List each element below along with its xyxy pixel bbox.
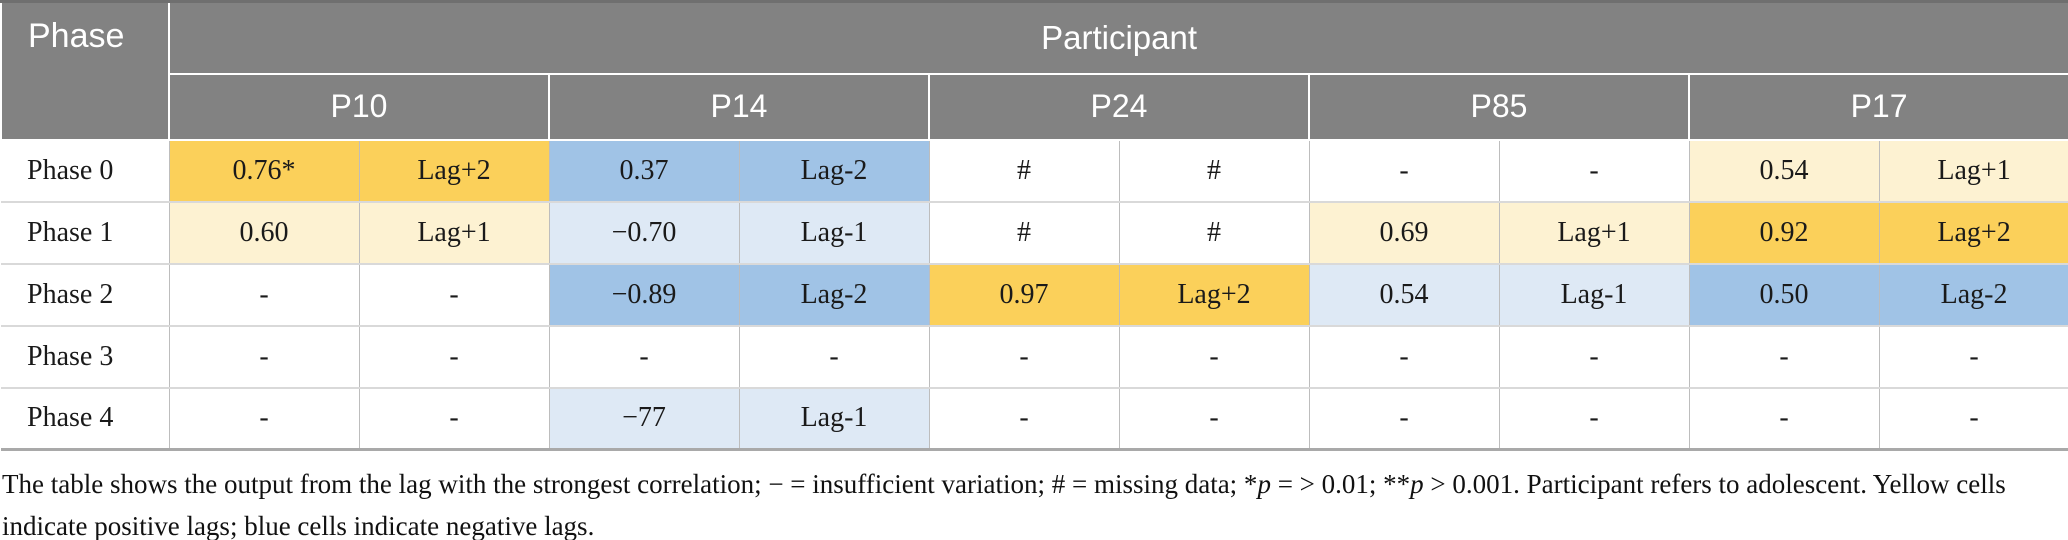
correlation-cell: - xyxy=(168,262,360,327)
correlation-cell: 0.69 xyxy=(1308,200,1500,265)
correlation-cell: −0.89 xyxy=(548,262,740,327)
lag-cell: - xyxy=(1118,324,1310,389)
correlation-cell: - xyxy=(1308,138,1500,203)
row-label: Phase 2 xyxy=(1,262,170,327)
lag-cell: Lag+2 xyxy=(358,138,550,203)
lag-cell: - xyxy=(1498,138,1690,203)
lag-cell: - xyxy=(358,386,550,451)
correlation-cell: - xyxy=(928,324,1120,389)
lag-cell: Lag+1 xyxy=(1498,200,1690,265)
lag-cell: - xyxy=(1498,324,1690,389)
table-row: Phase 1 0.60 Lag+1 −0.70 Lag-1 # #0.69 Lag+1 0.9… xyxy=(1,200,2068,265)
participant-group-header: Participant xyxy=(167,0,2068,75)
correlation-cell: - xyxy=(1308,324,1500,389)
footnote-italic-p: p xyxy=(1410,469,1424,499)
footnote-italic-p: p xyxy=(1257,469,1271,499)
participant-header-p17: P17 xyxy=(1687,72,2068,141)
correlation-cell: 0.54 xyxy=(1308,262,1500,327)
correlation-cell: 0.50 xyxy=(1688,262,1880,327)
lag-cell: Lag+1 xyxy=(1878,138,2068,203)
lag-cell: - xyxy=(1118,386,1310,451)
correlation-cell: - xyxy=(928,386,1120,451)
correlation-cell: 0.60 xyxy=(168,200,360,265)
lag-cell: - xyxy=(1498,386,1690,451)
lag-cell: Lag-2 xyxy=(1878,262,2068,327)
participant-header-p10: P10 xyxy=(168,72,550,141)
lag-cell: - xyxy=(358,324,550,389)
correlation-cell: 0.76* xyxy=(168,138,360,203)
table-row: Phase 3---------- xyxy=(1,324,2068,389)
lag-cell: # xyxy=(1118,200,1310,265)
correlation-cell: 0.37 xyxy=(548,138,740,203)
correlation-cell: # xyxy=(928,200,1120,265)
footnote-text: > 0.001. Participant refers to adolescen… xyxy=(1423,469,2006,499)
correlation-cell: - xyxy=(548,324,740,389)
lag-cell: - xyxy=(358,262,550,327)
table-footnote: The table shows the output from the lag … xyxy=(0,464,2068,540)
table-row: Phase 0 0.76* Lag+2 0.37 Lag-2 # # - -0.54 Lag+1 xyxy=(1,138,2068,203)
lag-cell: Lag-2 xyxy=(738,262,930,327)
correlation-cell: −77 xyxy=(548,386,740,451)
lag-cell: Lag-1 xyxy=(1498,262,1690,327)
table-row: Phase 4- - −77 Lag-1- - - - - - xyxy=(1,386,2068,451)
lag-cell: Lag+2 xyxy=(1118,262,1310,327)
correlation-cell: −0.70 xyxy=(548,200,740,265)
correlation-cell: 0.54 xyxy=(1688,138,1880,203)
lag-cell: Lag+1 xyxy=(358,200,550,265)
lag-cell: - xyxy=(1878,386,2068,451)
row-label: Phase 0 xyxy=(1,138,170,203)
header-row-top: Phase Participant xyxy=(0,0,2068,141)
correlation-cell: # xyxy=(928,138,1120,203)
correlation-cell: - xyxy=(168,386,360,451)
lag-cell: Lag+2 xyxy=(1878,200,2068,265)
correlation-table: Phase Participant P10 P14 P24 P85 P17 Phase … xyxy=(0,0,2068,451)
lag-cell: - xyxy=(1878,324,2068,389)
footnote-text: = > 0.01; ** xyxy=(1270,469,1411,499)
lag-cell: Lag-1 xyxy=(738,386,930,451)
correlation-cell: 0.97 xyxy=(928,262,1120,327)
participant-header-p24: P24 xyxy=(928,72,1310,141)
participant-header-p14: P14 xyxy=(548,72,930,141)
correlation-cell: - xyxy=(1688,386,1880,451)
header-row-participants: P10 P14 P24 P85 P17 xyxy=(1,72,2068,141)
correlation-cell: - xyxy=(1308,386,1500,451)
row-label: Phase 3 xyxy=(1,324,170,389)
lag-cell: # xyxy=(1118,138,1310,203)
table-row: Phase 2- - −0.89 Lag-2 0.97 Lag+2 0.54 Lag-1 0.5… xyxy=(1,262,2068,327)
correlation-cell: - xyxy=(168,324,360,389)
lag-cell: Lag-1 xyxy=(738,200,930,265)
phase-column-header: Phase xyxy=(0,0,170,141)
row-label: Phase 4 xyxy=(1,386,170,451)
correlation-cell: - xyxy=(1688,324,1880,389)
lag-cell: Lag-2 xyxy=(738,138,930,203)
participant-header-p85: P85 xyxy=(1308,72,1690,141)
footnote-text: indicate positive lags; blue cells indic… xyxy=(2,510,595,540)
correlation-cell: 0.92 xyxy=(1688,200,1880,265)
row-label: Phase 1 xyxy=(1,200,170,265)
lag-cell: - xyxy=(738,324,930,389)
footnote-text: The table shows the output from the lag … xyxy=(2,469,1258,499)
